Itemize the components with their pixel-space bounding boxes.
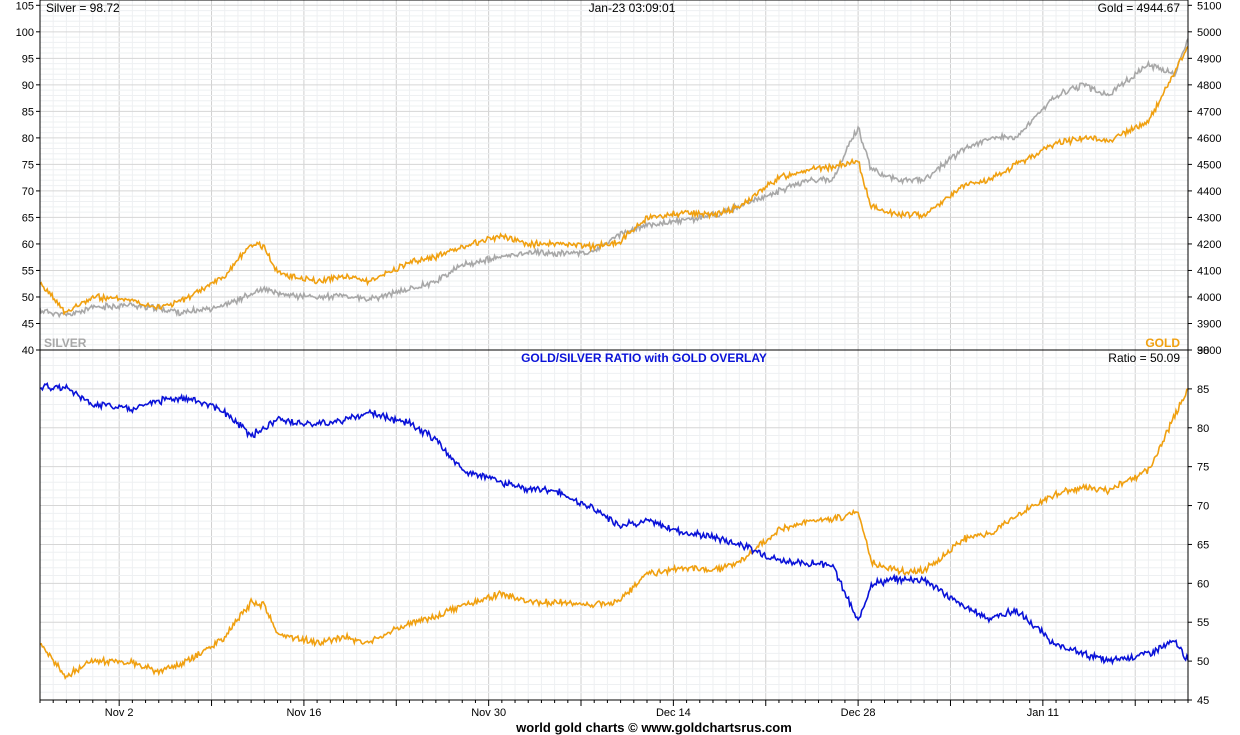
x-tick-label: Dec 28 bbox=[841, 707, 876, 719]
y-left-tick-label: 90 bbox=[22, 80, 34, 92]
ratio-axis-tick-label: 85 bbox=[1197, 384, 1209, 396]
y-left-tick-label: 85 bbox=[22, 106, 34, 118]
ratio-axis-tick-label: 80 bbox=[1197, 423, 1209, 435]
y-right-tick-label: 4100 bbox=[1197, 265, 1221, 277]
silver-series-tag: SILVER bbox=[44, 336, 87, 350]
ratio-axis-tick-label: 90 bbox=[1197, 345, 1209, 357]
y-right-tick-label: 4500 bbox=[1197, 159, 1221, 171]
ratio-line bbox=[39, 381, 1189, 666]
y-right-tick-label: 4800 bbox=[1197, 80, 1221, 92]
y-right-tick-label: 4300 bbox=[1197, 212, 1221, 224]
y-left-tick-label: 50 bbox=[22, 292, 34, 304]
y-left-tick-label: 75 bbox=[22, 159, 34, 171]
y-left-tick-label: 45 bbox=[22, 318, 34, 330]
ratio-readout: Ratio = 50.09 bbox=[1108, 351, 1180, 365]
y-left-tick-label: 80 bbox=[22, 133, 34, 145]
axis-layer: 40 45 50 55 60 65 70 75 80 85 90 95 100 105 3800 3900 40… bbox=[16, 0, 1222, 719]
gold-overlay-line bbox=[39, 388, 1189, 681]
y-left-tick-label: 40 bbox=[22, 345, 34, 357]
y-right-tick-label: 4600 bbox=[1197, 133, 1221, 145]
silver-price-line bbox=[39, 38, 1189, 319]
timestamp: Jan-23 03:09:01 bbox=[589, 1, 676, 15]
y-right-tick-label: 4700 bbox=[1197, 106, 1221, 118]
x-tick-label: Nov 30 bbox=[471, 707, 506, 719]
y-left-tick-label: 95 bbox=[22, 53, 34, 65]
y-left-tick-label: 65 bbox=[22, 212, 34, 224]
ratio-axis-tick-label: 70 bbox=[1197, 501, 1209, 513]
x-tick-label: Jan 11 bbox=[1027, 707, 1059, 719]
series-layer bbox=[39, 38, 1189, 681]
y-right-tick-label: 4900 bbox=[1197, 53, 1221, 65]
gold-readout: Gold = 4944.67 bbox=[1098, 1, 1181, 15]
y-right-tick-label: 4400 bbox=[1197, 186, 1221, 198]
ratio-axis-tick-label: 55 bbox=[1197, 617, 1209, 629]
y-left-tick-label: 100 bbox=[16, 27, 34, 39]
x-tick-label: Nov 2 bbox=[105, 707, 134, 719]
y-right-tick-label: 3800 bbox=[1197, 345, 1221, 357]
gold-series-tag: GOLD bbox=[1145, 336, 1180, 350]
y-right-tick-label: 3900 bbox=[1197, 318, 1221, 330]
ratio-title: GOLD/SILVER RATIO with GOLD OVERLAY bbox=[521, 351, 767, 365]
ratio-axis-tick-label: 45 bbox=[1197, 695, 1209, 707]
ratio-axis-tick-label: 50 bbox=[1197, 656, 1209, 668]
y-left-tick-label: 70 bbox=[22, 186, 34, 198]
y-left-tick-label: 60 bbox=[22, 239, 34, 251]
x-tick-label: Dec 14 bbox=[656, 707, 691, 719]
x-tick-label: Nov 16 bbox=[286, 707, 321, 719]
ratio-axis-tick-label: 75 bbox=[1197, 462, 1209, 474]
y-left-tick-label: 55 bbox=[22, 265, 34, 277]
gold-price-line bbox=[39, 45, 1189, 316]
y-left-tick-label: 105 bbox=[16, 0, 34, 12]
ratio-axis-tick-label: 65 bbox=[1197, 539, 1209, 551]
y-right-tick-label: 5000 bbox=[1197, 27, 1221, 39]
y-right-tick-label: 4200 bbox=[1197, 239, 1221, 251]
footer-credit: world gold charts © www.goldchartsrus.co… bbox=[515, 720, 792, 735]
bottom-panel-frame bbox=[39, 349, 1189, 701]
silver-readout: Silver = 98.72 bbox=[46, 1, 120, 15]
grid-layer bbox=[39, 0, 1189, 700]
y-right-tick-label: 4000 bbox=[1197, 292, 1221, 304]
ratio-axis-tick-label: 60 bbox=[1197, 578, 1209, 590]
y-right-tick-label: 5100 bbox=[1197, 0, 1221, 12]
